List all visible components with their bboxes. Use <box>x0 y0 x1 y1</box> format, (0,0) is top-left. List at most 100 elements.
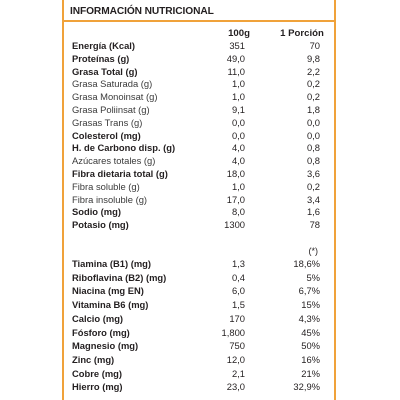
nutrient-label: Fósforo (mg) <box>72 326 130 338</box>
value-per-100g: 1,5 <box>231 299 245 311</box>
nutrient-row: Azúcares totales (g) 4,0 0,8 <box>64 155 334 167</box>
nutrient-label: Energía (Kcal) <box>72 40 136 51</box>
nutrient-label: Cobre (mg) <box>72 367 122 379</box>
nutrient-label: Grasa Saturada (g) <box>72 78 153 90</box>
nutrient-label: Tiamina (B1) (mg) <box>72 258 152 269</box>
nutrient-row: Zinc (mg) 12,0 16% <box>64 354 334 366</box>
column-header-portion: 1 Porción <box>280 28 324 39</box>
value-per-portion: 21% <box>301 367 320 379</box>
nutrient-row: Fibra dietaria total (g) 18,0 3,6 <box>64 168 334 180</box>
nutrient-label: Fibra insoluble (g) <box>72 193 148 205</box>
value-per-portion: 50% <box>301 340 320 352</box>
value-per-100g: 1,800 <box>221 326 245 338</box>
nutrient-row: Grasa Monoinsat (g) 1,0 0,2 <box>64 91 334 103</box>
nutrient-row: Grasa Total (g) 11,0 2,2 <box>64 66 334 78</box>
nutrient-row: H. de Carbono disp. (g) 4,0 0,8 <box>64 142 334 154</box>
nutrient-row: Fósforo (mg) 1,800 45% <box>64 327 334 339</box>
nutrient-row: Grasa Poliinsat (g) 9,1 1,8 <box>64 104 334 116</box>
value-per-portion: 3,6 <box>306 168 320 179</box>
nutrient-label: Magnesio (mg) <box>72 340 139 352</box>
nutrient-row: Grasa Saturada (g) 1,0 0,2 <box>64 78 334 90</box>
value-per-100g: 750 <box>229 340 245 352</box>
value-per-portion: 0,2 <box>306 78 320 90</box>
nutrient-row: Sodio (mg) 8,0 1,6 <box>64 206 334 218</box>
nutrient-row: Cobre (mg) 2,1 21% <box>64 368 334 380</box>
nutrient-label: Sodio (mg) <box>72 206 121 218</box>
value-per-portion: 16% <box>301 353 320 365</box>
nutrient-label: Hierro (mg) <box>72 381 123 393</box>
nutrient-label: H. de Carbono disp. (g) <box>72 142 176 154</box>
value-per-portion: 78 <box>309 219 320 231</box>
value-per-portion: 9,8 <box>306 52 320 64</box>
value-per-100g: 0,0 <box>231 116 245 128</box>
value-per-portion: 4,3% <box>298 312 320 324</box>
value-per-portion: 45% <box>301 326 320 338</box>
value-per-100g: 351 <box>229 40 245 51</box>
nutrient-row: Potasio (mg) 1300 78 <box>64 219 334 231</box>
nutrient-row: Hierro (mg) 23,0 32,9% <box>64 381 334 393</box>
nutrient-label: Riboflavina (B2) (mg) <box>72 271 167 283</box>
value-per-portion: 2,2 <box>306 65 320 77</box>
value-per-portion: 0,2 <box>306 91 320 103</box>
nutrient-row: Vitamina B6 (mg) 1,5 15% <box>64 299 334 311</box>
nutrient-row: Riboflavina (B2) (mg) 0,4 5% <box>64 272 334 284</box>
nutrient-row: Fibra insoluble (g) 17,0 3,4 <box>64 194 334 206</box>
nutrient-label: Zinc (mg) <box>72 353 115 365</box>
nutrient-label: Calcio (mg) <box>72 312 124 324</box>
nutrient-row: Energía (Kcal) 351 70 <box>64 40 334 52</box>
nutrient-label: Potasio (mg) <box>72 219 129 231</box>
nutrient-row: Fibra soluble (g) 1,0 0,2 <box>64 181 334 193</box>
title-divider <box>64 20 334 22</box>
value-per-100g: 2,1 <box>231 367 245 379</box>
nutrient-label: Grasas Trans (g) <box>72 116 143 128</box>
nutrient-row: Niacina (mg EN) 6,0 6,7% <box>64 285 334 297</box>
nutrient-label: Niacina (mg EN) <box>72 285 144 297</box>
value-per-100g: 18,0 <box>226 168 245 179</box>
nutrient-row: Calcio (mg) 170 4,3% <box>64 313 334 325</box>
value-per-portion: 0,8 <box>306 155 320 167</box>
nutrient-row: Magnesio (mg) 750 50% <box>64 340 334 352</box>
value-per-100g: 49,0 <box>226 52 245 64</box>
value-per-portion: 0,8 <box>306 142 320 154</box>
value-per-portion: 1,6 <box>306 206 320 218</box>
value-per-portion: 70 <box>309 40 320 51</box>
value-per-portion: 0,0 <box>306 129 320 141</box>
value-per-portion: 32,9% <box>293 381 320 393</box>
column-header-100g: 100g <box>228 28 250 39</box>
nutrient-label: Grasa Monoinsat (g) <box>72 91 158 103</box>
value-per-100g: 1,3 <box>231 258 245 269</box>
nutrient-label: Grasa Total (g) <box>72 65 138 77</box>
value-per-100g: 1300 <box>224 219 245 231</box>
value-per-100g: 0,0 <box>231 129 245 141</box>
value-per-100g: 4,0 <box>231 142 245 154</box>
value-per-100g: 1,0 <box>231 78 245 90</box>
value-per-portion: 0,0 <box>306 116 320 128</box>
value-per-100g: 1,0 <box>231 180 245 192</box>
value-per-portion: 15% <box>301 299 320 311</box>
value-per-100g: 1,0 <box>231 91 245 103</box>
nutrient-label: Vitamina B6 (mg) <box>72 299 149 311</box>
footnote-marker: (*) <box>308 246 319 256</box>
nutrition-facts-panel: INFORMACIÓN NUTRICIONAL 100g 1 Porción E… <box>62 0 336 400</box>
nutrient-label: Fibra soluble (g) <box>72 180 140 192</box>
value-per-100g: 6,0 <box>231 285 245 297</box>
value-per-100g: 0,4 <box>231 271 245 283</box>
value-per-100g: 4,0 <box>231 155 245 167</box>
value-per-100g: 8,0 <box>231 206 245 218</box>
nutrient-row: Grasas Trans (g) 0,0 0,0 <box>64 117 334 129</box>
value-per-portion: 0,2 <box>306 180 320 192</box>
nutrient-label: Proteínas (g) <box>72 52 130 64</box>
nutrient-label: Grasa Poliinsat (g) <box>72 104 150 115</box>
nutrient-row: Tiamina (B1) (mg) 1,3 18,6% <box>64 258 334 270</box>
value-per-portion: 1,8 <box>306 104 320 115</box>
panel-title: INFORMACIÓN NUTRICIONAL <box>70 6 214 17</box>
value-per-portion: 18,6% <box>293 258 320 269</box>
nutrient-label: Azúcares totales (g) <box>72 155 156 167</box>
value-per-portion: 6,7% <box>298 285 320 297</box>
value-per-100g: 12,0 <box>226 353 245 365</box>
nutrient-row: Colesterol (mg) 0,0 0,0 <box>64 130 334 142</box>
value-per-100g: 170 <box>229 312 245 324</box>
value-per-100g: 11,0 <box>227 65 245 77</box>
nutrient-row: Proteínas (g) 49,0 9,8 <box>64 53 334 65</box>
value-per-100g: 23,0 <box>226 381 245 393</box>
